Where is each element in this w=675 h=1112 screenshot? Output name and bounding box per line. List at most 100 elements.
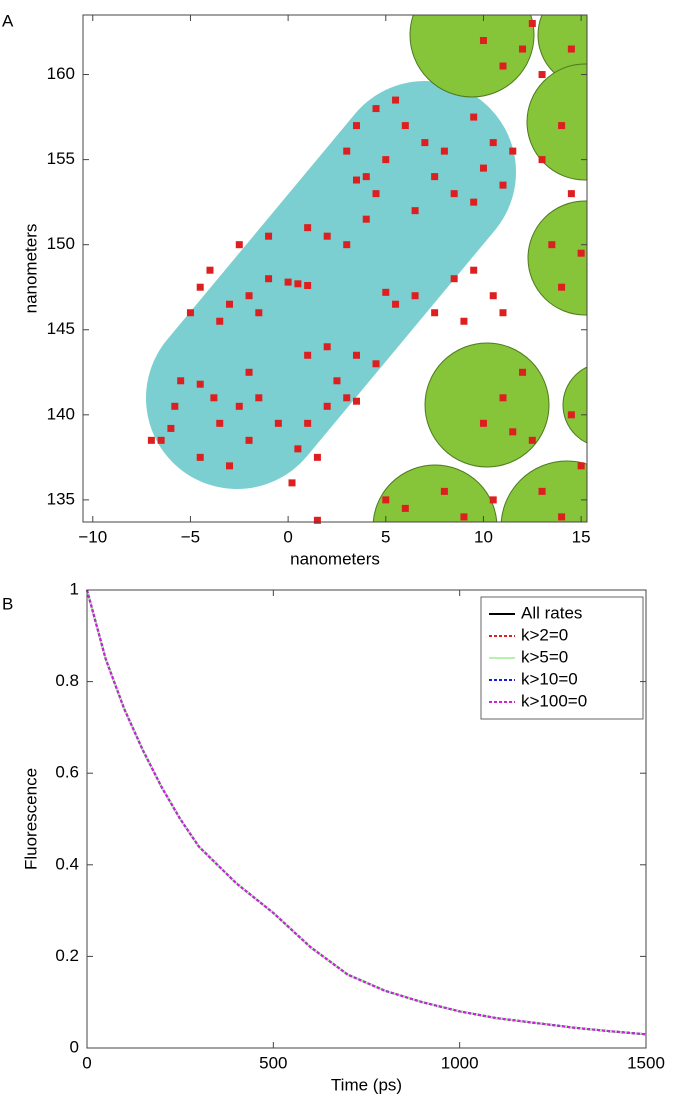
data-point [460, 317, 468, 325]
y-axis-label: nanometers [21, 224, 40, 314]
y-tick-label: 160 [47, 64, 75, 83]
data-point [372, 190, 380, 198]
data-point [323, 232, 331, 240]
data-point [499, 394, 507, 402]
data-point [558, 122, 566, 130]
data-point [470, 113, 478, 121]
data-point [460, 513, 468, 521]
data-point [470, 266, 478, 274]
x-tick-label: 10 [474, 527, 493, 546]
y-tick-label: 145 [47, 319, 75, 338]
data-point [274, 419, 282, 427]
data-point [548, 241, 556, 249]
x-tick-label: 15 [572, 527, 591, 546]
y-tick-label: 135 [47, 489, 75, 508]
data-point [421, 139, 429, 147]
x-tick-label: −5 [181, 527, 200, 546]
data-point [519, 368, 527, 376]
data-point [206, 266, 214, 274]
data-point [401, 504, 409, 512]
data-point [171, 402, 179, 410]
data-point [343, 394, 351, 402]
y-tick-label: 150 [47, 234, 75, 253]
x-tick-label: 1500 [627, 1053, 665, 1072]
legend-label: k>10=0 [521, 669, 578, 688]
data-point [226, 300, 234, 308]
x-tick-label: 500 [259, 1053, 287, 1072]
data-point [313, 453, 321, 461]
data-point [567, 45, 575, 53]
data-point [577, 462, 585, 470]
data-point [479, 164, 487, 172]
data-point [323, 402, 331, 410]
data-point [352, 351, 360, 359]
x-tick-label: 0 [82, 1053, 91, 1072]
data-point [343, 241, 351, 249]
data-point [333, 377, 341, 385]
data-point [313, 516, 321, 524]
green-disc [500, 460, 587, 522]
data-point [509, 428, 517, 436]
green-disc [526, 63, 587, 181]
data-point [196, 380, 204, 388]
data-point [499, 309, 507, 317]
data-point [235, 241, 243, 249]
data-point [411, 292, 419, 300]
green-disc [409, 15, 535, 98]
y-axis-label: Fluorescence [21, 768, 40, 870]
data-point [177, 377, 185, 385]
x-tick-label: 1000 [441, 1053, 479, 1072]
data-point [284, 278, 292, 286]
data-point [499, 181, 507, 189]
legend-label: k>100=0 [521, 691, 587, 710]
data-point [352, 397, 360, 405]
y-tick-label: 140 [47, 404, 75, 423]
data-point [352, 122, 360, 130]
legend-label: k>2=0 [521, 625, 568, 644]
regions [146, 15, 587, 522]
data-point [372, 360, 380, 368]
data-point [304, 282, 312, 290]
data-point [411, 207, 419, 215]
x-tick-label: 5 [381, 527, 390, 546]
data-point [216, 419, 224, 427]
y-tick-label: 0.6 [55, 763, 79, 782]
data-point [382, 156, 390, 164]
data-point [567, 411, 575, 419]
panel-letter: B [2, 594, 13, 613]
data-point [538, 71, 546, 79]
data-point [431, 173, 439, 181]
data-point [323, 343, 331, 351]
data-point [450, 190, 458, 198]
series-line [86, 589, 647, 1036]
data-point [431, 309, 439, 317]
x-tick-label: −10 [78, 527, 107, 546]
data-point [470, 198, 478, 206]
data-point [362, 173, 370, 181]
data-point [245, 368, 253, 376]
data-point [196, 283, 204, 291]
data-point [157, 436, 165, 444]
data-point [479, 419, 487, 427]
data-point [450, 275, 458, 283]
data-point [558, 513, 566, 521]
y-tick-label: 155 [47, 149, 75, 168]
y-tick-label: 0 [70, 1037, 79, 1056]
data-point [226, 462, 234, 470]
data-point [304, 224, 312, 232]
data-point [294, 445, 302, 453]
data-point [392, 300, 400, 308]
legend-label: All rates [521, 603, 582, 622]
y-tick-label: 1 [70, 579, 79, 598]
data-point [245, 292, 253, 300]
data-point [265, 275, 273, 283]
data-point [167, 424, 175, 432]
data-point [196, 453, 204, 461]
y-tick-label: 0.4 [55, 854, 79, 873]
green-disc [527, 200, 587, 316]
green-disc [562, 366, 587, 444]
x-tick-label: 0 [283, 527, 292, 546]
plot-frame [82, 14, 588, 523]
data-point [577, 249, 585, 257]
